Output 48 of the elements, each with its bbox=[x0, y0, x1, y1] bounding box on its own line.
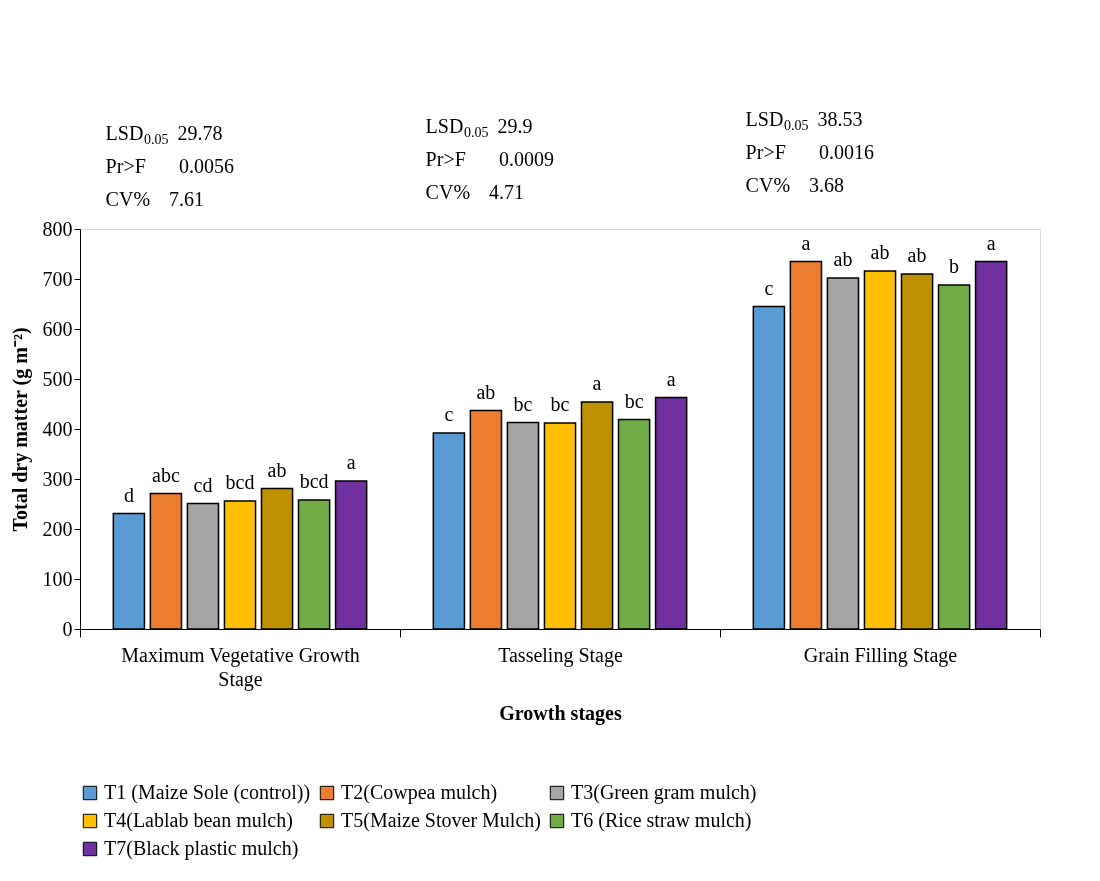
text: CV% 4.71 bbox=[425, 181, 524, 203]
text: Pr>F 0.0056 bbox=[105, 155, 234, 177]
legend-label: T5(Maize Stover Mulch) bbox=[341, 809, 541, 832]
text: CV% 7.61 bbox=[105, 188, 204, 210]
data-label: d bbox=[123, 483, 134, 506]
legend-label: T3(Green gram mulch) bbox=[571, 781, 757, 804]
y-tick-label: 0 bbox=[62, 617, 73, 640]
y-tick-label: 200 bbox=[42, 517, 73, 540]
data-label: a bbox=[801, 231, 811, 254]
x-tick-label: Maximum Vegetative Growth Stage bbox=[121, 643, 360, 691]
y-axis-title: Total dry matter (g m⁻²) bbox=[8, 327, 32, 532]
text: CV% 3.68 bbox=[745, 174, 844, 196]
data-label: c bbox=[764, 276, 774, 299]
legend-label: T6 (Rice straw mulch) bbox=[571, 809, 752, 832]
y-tick-label: 700 bbox=[42, 267, 73, 290]
data-label: bcd bbox=[299, 470, 329, 492]
data-label: cd bbox=[193, 473, 213, 496]
x-axis-title: Growth stages bbox=[499, 701, 622, 725]
data-label: a bbox=[592, 372, 602, 394]
data-label: b bbox=[949, 255, 960, 277]
y-tick-label: 300 bbox=[42, 467, 73, 490]
data-label: a bbox=[346, 451, 356, 473]
y-tick-label: 400 bbox=[42, 417, 73, 440]
legend-label: T2(Cowpea mulch) bbox=[341, 781, 498, 804]
data-label: abc bbox=[152, 463, 180, 486]
y-tick-label: 600 bbox=[42, 317, 73, 340]
data-label: ab bbox=[267, 458, 287, 481]
y-tick-label: 100 bbox=[42, 567, 73, 590]
data-label: bc bbox=[513, 392, 533, 415]
data-label: ab bbox=[476, 380, 496, 403]
data-label: bc bbox=[624, 389, 644, 412]
data-label: ab bbox=[907, 244, 927, 266]
data-label: ab bbox=[833, 248, 853, 270]
data-label: a bbox=[666, 367, 676, 390]
data-label: a bbox=[986, 231, 996, 254]
legend-label: T1 (Maize Sole (control)) bbox=[104, 781, 311, 804]
data-label: bc bbox=[550, 393, 570, 415]
data-label: ab bbox=[870, 241, 890, 263]
y-tick-label: 500 bbox=[42, 367, 73, 390]
x-tick-label: Tasseling Stage bbox=[498, 643, 623, 667]
y-tick-label: 800 bbox=[42, 217, 73, 240]
legend-label: T4(Lablab bean mulch) bbox=[104, 809, 293, 832]
legend-label: T7(Black plastic mulch) bbox=[104, 837, 299, 860]
x-tick-label: Grain Filling Stage bbox=[803, 643, 958, 667]
data-label: bcd bbox=[225, 471, 255, 493]
text: Pr>F 0.0009 bbox=[425, 148, 554, 170]
text: Pr>F 0.0016 bbox=[745, 141, 874, 163]
data-label: c bbox=[444, 403, 454, 425]
